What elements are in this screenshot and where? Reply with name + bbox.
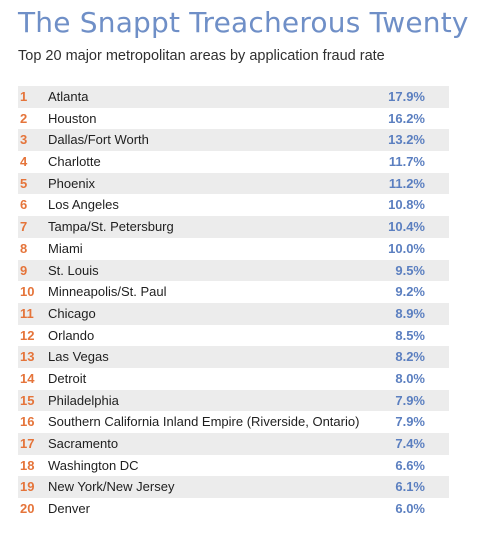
chart-title: The Snappt Treacherous Twenty — [18, 6, 469, 39]
rank-number: 9 — [20, 262, 28, 278]
fraud-rate-value: 6.0% — [395, 501, 425, 517]
table-row: 18 Washington DC 6.6% — [18, 455, 449, 477]
metro-area-name: Southern California Inland Empire (River… — [48, 414, 360, 430]
rank-number: 7 — [20, 219, 28, 235]
table-row: 19 New York/New Jersey 6.1% — [18, 476, 449, 499]
metro-area-name: Detroit — [48, 370, 87, 386]
rank-number: 18 — [20, 457, 35, 473]
rank-number: 4 — [20, 154, 28, 170]
fraud-rate-value: 10.8% — [388, 197, 425, 213]
fraud-rate-value: 9.5% — [395, 262, 425, 278]
metro-area-name: Washington DC — [48, 457, 139, 473]
rank-number: 1 — [20, 89, 28, 104]
metro-area-name: Houston — [48, 110, 97, 126]
rank-number: 10 — [20, 284, 35, 300]
table-row: 8 Miami 10.0% — [18, 238, 449, 260]
metro-area-name: Dallas/Fort Worth — [48, 132, 149, 148]
table-row: 6 Los Angeles 10.8% — [18, 194, 449, 216]
fraud-rate-value: 10.4% — [388, 219, 425, 235]
rank-number: 5 — [20, 175, 28, 191]
fraud-rate-value: 13.2% — [388, 132, 425, 148]
rank-number: 17 — [20, 436, 35, 451]
rank-number: 14 — [20, 370, 35, 386]
table-row: 11 Chicago 8.9% — [18, 302, 449, 325]
rank-number: 19 — [20, 479, 35, 495]
metro-area-name: Tampa/St. Petersburg — [48, 219, 174, 235]
table-row: 10 Minneapolis/St. Paul 9.2% — [18, 281, 449, 303]
table-row: 16 Southern California Inland Empire (Riv… — [18, 411, 449, 433]
metro-area-name: Philadelphia — [48, 392, 119, 408]
fraud-rate-value: 8.9% — [395, 305, 425, 321]
fraud-rate-value: 11.2% — [388, 175, 425, 191]
rank-number: 15 — [20, 392, 35, 408]
table-row: 12 Orlando 8.5% — [18, 325, 449, 347]
fraud-rate-value: 7.9% — [395, 414, 425, 430]
chart-subtitle: Top 20 major metropolitan areas by appli… — [18, 48, 385, 64]
fraud-rate-value: 8.5% — [395, 327, 425, 343]
table-row: 15 Philadelphia 7.9% — [18, 389, 449, 412]
rank-number: 20 — [20, 501, 35, 517]
table-row: 17 Sacramento 7.4% — [18, 433, 449, 455]
rank-number: 6 — [20, 197, 28, 213]
fraud-rate-value: 6.6% — [395, 457, 425, 473]
table-row: 13 Las Vegas 8.2% — [18, 346, 449, 368]
metro-area-name: Los Angeles — [48, 197, 119, 213]
table-row: 2 Houston 16.2% — [18, 108, 449, 130]
rank-number: 12 — [20, 327, 35, 343]
table-row: 20 Denver 6.0% — [18, 498, 449, 520]
metro-area-name: St. Louis — [48, 262, 99, 278]
metro-area-name: Atlanta — [48, 89, 89, 104]
table-row: 1 Atlanta 17.9% — [18, 86, 449, 108]
metro-area-name: Minneapolis/St. Paul — [48, 284, 167, 300]
metro-area-name: Miami — [48, 240, 83, 256]
fraud-rate-value: 7.4% — [395, 436, 425, 451]
fraud-rate-value: 11.7% — [388, 154, 425, 170]
metro-area-name: Denver — [48, 501, 90, 517]
metro-area-name: Orlando — [48, 327, 95, 343]
rank-number: 3 — [20, 132, 28, 148]
metro-area-name: Phoenix — [48, 175, 95, 191]
table-row: 9 St. Louis 9.5% — [18, 259, 449, 282]
table-row: 3 Dallas/Fort Worth 13.2% — [18, 129, 449, 152]
table-row: 5 Phoenix 11.2% — [18, 172, 449, 195]
fraud-rate-value: 8.2% — [395, 349, 425, 365]
metro-area-name: Las Vegas — [48, 349, 109, 365]
rank-number: 8 — [20, 240, 28, 256]
fraud-rate-value: 6.1% — [395, 479, 425, 495]
fraud-rate-table: 1 Atlanta 17.9% 2 Houston 16.2% 3 Dallas/Fort W… — [18, 86, 449, 520]
metro-area-name: Chicago — [48, 305, 96, 321]
fraud-rate-value: 9.2% — [395, 284, 425, 300]
table-row: 14 Detroit 8.0% — [18, 368, 449, 390]
fraud-rate-value: 17.9% — [388, 89, 425, 104]
table-row: 4 Charlotte 11.7% — [18, 151, 449, 173]
rank-number: 13 — [20, 349, 35, 365]
metro-area-name: Charlotte — [48, 154, 101, 170]
metro-area-name: Sacramento — [48, 436, 119, 451]
fraud-rate-value: 7.9% — [395, 392, 425, 408]
metro-area-name: New York/New Jersey — [48, 479, 175, 495]
rank-number: 16 — [20, 414, 35, 430]
fraud-rate-value: 16.2% — [388, 110, 425, 126]
rank-number: 2 — [20, 110, 28, 126]
rank-number: 11 — [20, 305, 34, 321]
table-row: 7 Tampa/St. Petersburg 10.4% — [18, 216, 449, 238]
fraud-rate-value: 8.0% — [395, 370, 425, 386]
fraud-rate-value: 10.0% — [388, 240, 425, 256]
